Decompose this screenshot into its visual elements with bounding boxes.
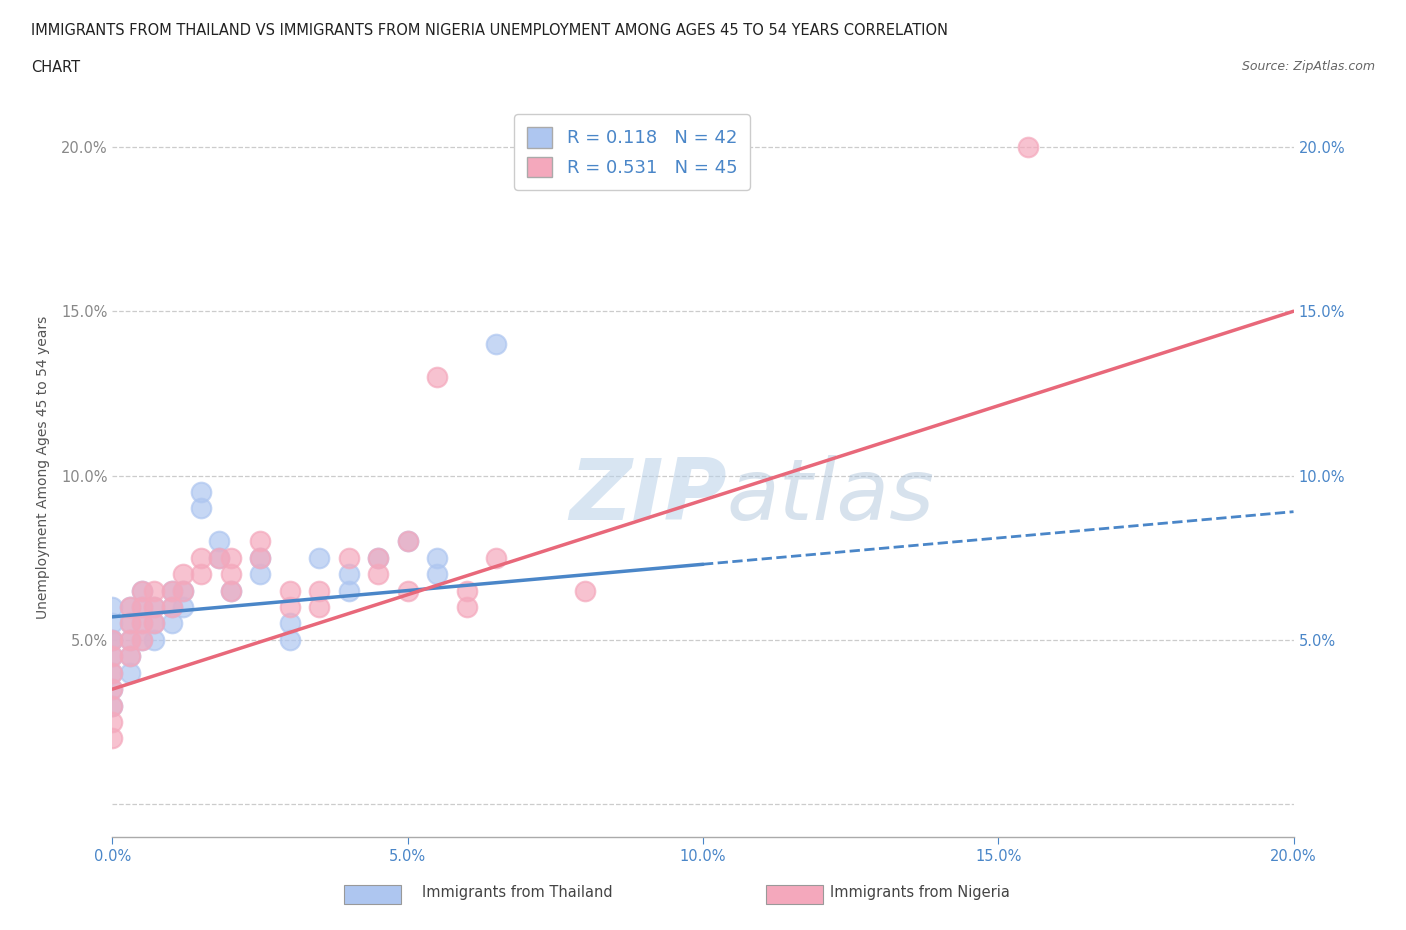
Point [120,616,142,631]
Point [426,566,449,581]
Point [278,632,301,647]
Point [172,566,194,581]
Point [142,600,165,615]
Point [101,600,124,615]
Point [208,551,231,565]
Point [208,534,231,549]
Point [172,583,194,598]
Point [160,616,183,631]
Point [101,682,124,697]
Point [120,600,142,615]
Point [142,616,165,631]
Point [456,583,478,598]
Point [249,566,271,581]
Point [120,649,142,664]
Point [120,632,142,647]
Point [101,698,124,713]
Point [120,600,142,615]
Point [172,600,194,615]
Point [456,600,478,615]
Point [278,600,301,615]
Point [131,616,153,631]
Point [131,632,153,647]
Point [101,632,124,647]
Point [142,583,165,598]
Point [485,337,508,352]
Point [131,583,153,598]
Text: Immigrants from Thailand: Immigrants from Thailand [422,885,613,900]
Point [249,551,271,565]
Point [190,501,212,516]
Point [101,632,124,647]
Point [574,583,596,598]
Point [426,551,449,565]
Point [101,616,124,631]
Point [396,534,419,549]
Point [101,665,124,680]
Legend: R = 0.118   N = 42, R = 0.531   N = 45: R = 0.118 N = 42, R = 0.531 N = 45 [515,114,749,190]
Point [120,649,142,664]
Point [101,698,124,713]
Text: atlas: atlas [727,456,935,538]
Point [190,551,212,565]
Text: CHART: CHART [31,60,80,75]
Point [160,583,183,598]
Point [190,566,212,581]
Point [208,551,231,565]
Point [101,632,124,647]
Point [308,600,330,615]
Point [120,665,142,680]
Text: IMMIGRANTS FROM THAILAND VS IMMIGRANTS FROM NIGERIA UNEMPLOYMENT AMONG AGES 45 T: IMMIGRANTS FROM THAILAND VS IMMIGRANTS F… [31,23,948,38]
Point [367,551,389,565]
Point [485,551,508,565]
Point [131,616,153,631]
Point [337,551,360,565]
Point [1017,140,1039,154]
Point [120,632,142,647]
Point [142,632,165,647]
Point [101,731,124,746]
Text: ZIP: ZIP [569,456,727,538]
Point [367,566,389,581]
Point [219,551,242,565]
Point [426,369,449,384]
Point [337,583,360,598]
Point [278,616,301,631]
Point [308,551,330,565]
Point [219,566,242,581]
Point [131,600,153,615]
Point [101,714,124,729]
Point [160,600,183,615]
Point [219,583,242,598]
Text: Source: ZipAtlas.com: Source: ZipAtlas.com [1241,60,1375,73]
Point [131,632,153,647]
Point [101,665,124,680]
Point [142,616,165,631]
Point [131,583,153,598]
Point [160,583,183,598]
Point [308,583,330,598]
Point [142,600,165,615]
Point [190,485,212,499]
Point [278,583,301,598]
Point [367,551,389,565]
Point [131,600,153,615]
Point [172,583,194,598]
Point [396,583,419,598]
Point [249,534,271,549]
Point [120,616,142,631]
Point [396,534,419,549]
Y-axis label: Unemployment Among Ages 45 to 54 years: Unemployment Among Ages 45 to 54 years [37,315,49,619]
Point [101,649,124,664]
Point [249,551,271,565]
Point [219,583,242,598]
Point [337,566,360,581]
Point [101,649,124,664]
Point [101,682,124,697]
Point [160,600,183,615]
Text: Immigrants from Nigeria: Immigrants from Nigeria [830,885,1010,900]
